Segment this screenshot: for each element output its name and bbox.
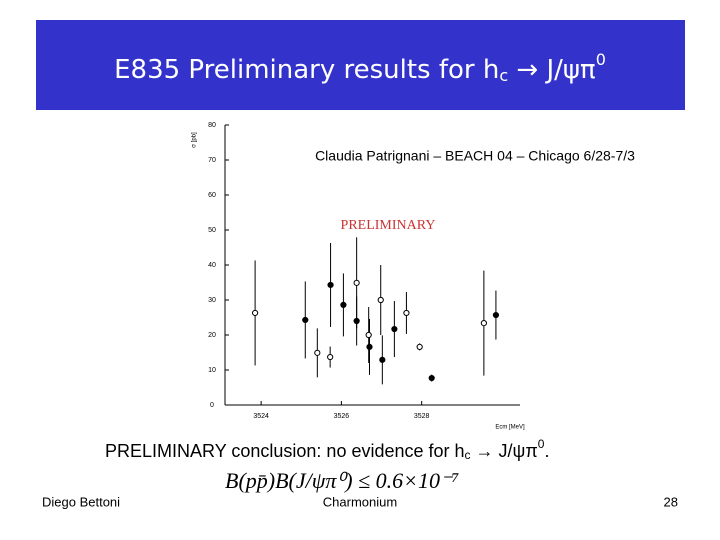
title-part: E835 Preliminary results for h — [114, 55, 499, 85]
conclusion: PRELIMINARY conclusion: no evidence for … — [105, 437, 550, 462]
plot: 0 10 20 30 40 50 60 70 80 3524 3526 3528 σ [pb] Ecm [… — [185, 115, 525, 433]
data-point — [340, 301, 347, 308]
y-tick-label: 20 — [208, 332, 216, 339]
conclusion-part: → J/ψπ — [471, 441, 538, 461]
data-point — [492, 311, 500, 319]
conclusion-part: . — [544, 441, 549, 461]
data-point — [353, 279, 360, 286]
y-tick-label: 10 — [208, 367, 216, 374]
conclusion-part: PRELIMINARY conclusion: no evidence for … — [105, 441, 465, 461]
data-point — [366, 343, 373, 350]
data-point — [314, 349, 321, 356]
y-tick-label: 80 — [208, 122, 216, 129]
conclusion-sub: c — [465, 448, 471, 462]
slide-title: E835 Preliminary results for hc → J/ψπ0 — [114, 50, 606, 85]
y-tick-label: 70 — [208, 157, 216, 164]
x-axis-label: Ecm [MeV] — [495, 425, 525, 431]
data-point — [403, 309, 410, 317]
subtitle: Claudia Patrignani – BEACH 04 – Chicago … — [315, 148, 635, 164]
y-tick-label: 40 — [208, 262, 216, 269]
page-number: 28 — [664, 494, 678, 509]
conclusion-sup: 0 — [538, 437, 545, 451]
y-axis-label: σ [pb] — [192, 132, 198, 148]
data-point — [327, 353, 334, 361]
title-part: → J/ψπ — [508, 55, 596, 85]
title-sup: 0 — [596, 50, 606, 69]
x-tick-label: 3528 — [414, 413, 430, 420]
title-banner — [36, 20, 685, 110]
plot-area — [185, 115, 525, 433]
footer-left: Diego Bettoni — [42, 494, 120, 509]
data-point — [428, 374, 435, 382]
data-point — [391, 325, 398, 333]
annotation: PRELIMINARY — [341, 218, 436, 233]
data-point — [377, 296, 384, 304]
data-point — [327, 281, 334, 289]
y-tick-label: 50 — [208, 227, 216, 234]
title-sub: c — [499, 66, 508, 85]
data-point — [302, 316, 309, 324]
y-tick-label: 0 — [210, 402, 214, 409]
x-tick-label: 3524 — [253, 413, 269, 420]
data-point — [365, 331, 372, 339]
data-point — [252, 309, 259, 317]
formula: B(pp̄)B(J/ψπ⁰) ≤ 0.6×10⁻⁷ — [225, 468, 459, 493]
x-tick-label: 3526 — [334, 413, 350, 420]
data-point — [480, 320, 487, 327]
data-point — [379, 356, 386, 363]
data-point — [416, 343, 423, 350]
y-tick-label: 30 — [208, 297, 216, 304]
y-tick-label: 60 — [208, 192, 216, 199]
footer-center: Charmonium — [323, 494, 397, 509]
